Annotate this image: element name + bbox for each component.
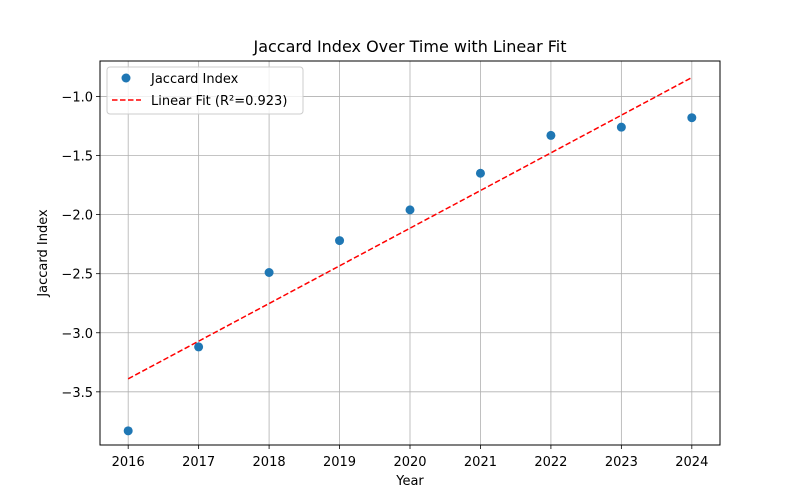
data-point [687, 113, 697, 123]
x-tick-label: 2021 [464, 455, 497, 470]
data-point [335, 236, 345, 246]
legend-label-fit: Linear Fit (R²=0.923) [151, 94, 287, 109]
legend-box [106, 66, 304, 115]
y-tick-label: −1.5 [61, 150, 93, 165]
legend-label-scatter: Jaccard Index [150, 72, 239, 87]
data-point [546, 130, 556, 140]
data-point [616, 122, 626, 132]
x-tick-label: 2023 [605, 455, 638, 470]
y-axis-title: Jaccard Index [36, 209, 51, 298]
x-tick-label: 2017 [182, 455, 215, 470]
fit-line-layer [127, 76, 693, 380]
data-point [475, 168, 485, 178]
x-tick-label: 2020 [393, 455, 426, 470]
x-axis-title: Year [395, 474, 424, 489]
scatter-points [123, 113, 697, 436]
data-point [405, 205, 415, 215]
x-tick-label: 2019 [323, 455, 356, 470]
x-tick-label: 2018 [253, 455, 286, 470]
y-tick-label: −3.0 [61, 327, 93, 342]
y-tick-label: −2.0 [61, 209, 93, 224]
data-point [264, 267, 274, 277]
x-tick-label: 2024 [675, 455, 708, 470]
data-point [194, 342, 204, 352]
data-point [123, 426, 133, 436]
x-tick-label: 2022 [534, 455, 567, 470]
x-axis-ticks: 2016 2017 2018 2019 2020 2021 2022 2023 2024 [112, 445, 708, 470]
y-tick-label: −3.5 [61, 386, 93, 401]
y-tick-label: −2.5 [61, 268, 93, 283]
chart-title: Jaccard Index Over Time with Linear Fit [252, 37, 566, 56]
grid [100, 61, 720, 445]
legend-marker-scatter [121, 73, 131, 83]
y-axis-ticks: −3.5 −3.0 −2.5 −2.0 −1.5 −1.0 [61, 90, 100, 401]
x-tick-label: 2016 [112, 455, 145, 470]
y-tick-label: −1.0 [61, 90, 93, 105]
legend: Jaccard Index Linear Fit (R²=0.923) [106, 66, 304, 115]
linear-fit-line [127, 76, 693, 380]
